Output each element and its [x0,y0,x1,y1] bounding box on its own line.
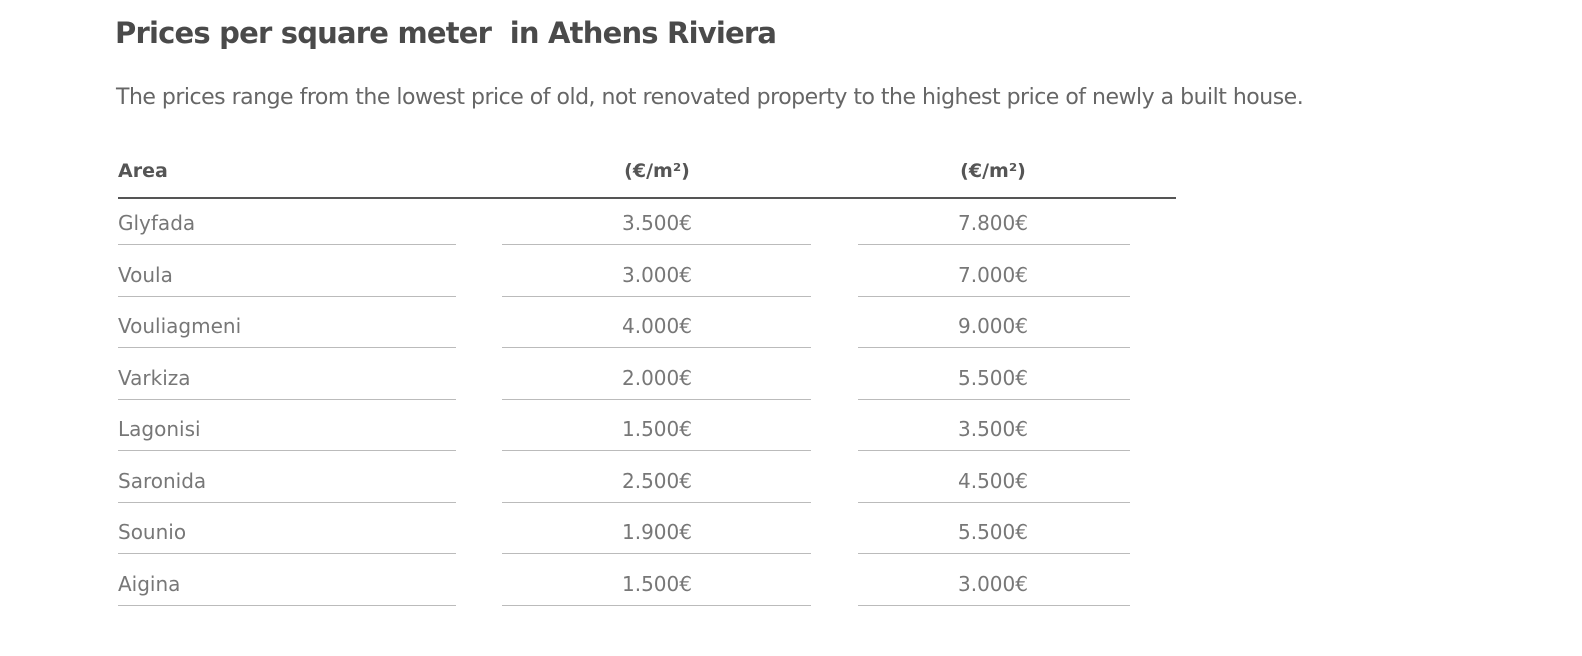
price-cell: 3.000€ [958,571,1028,596]
price-cell: 1.500€ [622,417,692,441]
price-cell: 3.500€ [958,417,1028,441]
price-cell: 2.000€ [622,365,692,390]
price-cell: 3.000€ [622,262,692,287]
area-cell: Glyfada [118,211,196,235]
page-subtitle: The prices range from the lowest price o… [116,85,1304,110]
row-rule [502,501,811,503]
row-rule [118,244,456,245]
row-rule [858,450,1130,451]
row-rule [858,347,1130,348]
row-rule [118,501,456,503]
price-cell: 3.500€ [622,211,692,235]
row-rule [502,295,811,297]
row-rule [502,450,811,451]
row-rule [118,553,456,554]
price-cell: 4.000€ [622,314,692,338]
area-cell: Varkiza [118,365,191,390]
row-rule [502,244,811,245]
header-rule [118,197,1176,199]
area-cell: Voula [118,262,173,287]
column-header: (€/m²) [960,160,1026,182]
row-rule [502,604,811,606]
row-rule [118,398,456,400]
row-rule [858,604,1130,606]
price-cell: 7.000€ [958,262,1028,287]
price-cell: 1.900€ [622,520,692,544]
price-cell: 5.500€ [958,365,1028,390]
row-rule [118,450,456,451]
row-rule [858,553,1130,554]
row-rule [858,501,1130,503]
column-header: (€/m²) [624,160,690,182]
row-rule [502,347,811,348]
price-cell: 1.500€ [622,571,692,596]
column-header: Area [118,160,168,182]
row-rule [858,295,1130,297]
price-cell: 5.500€ [958,520,1028,544]
row-rule [858,244,1130,245]
price-cell: 2.500€ [622,468,692,493]
area-cell: Sounio [118,520,187,544]
row-rule [858,398,1130,400]
row-rule [118,347,456,348]
row-rule [118,295,456,297]
row-rule [502,553,811,554]
price-cell: 9.000€ [958,314,1028,338]
area-cell: Vouliagmeni [118,314,242,338]
price-cell: 4.500€ [958,468,1028,493]
area-cell: Aigina [118,571,181,596]
area-cell: Lagonisi [118,417,201,441]
row-rule [118,604,456,606]
price-cell: 7.800€ [958,211,1028,235]
area-cell: Saronida [118,468,207,493]
page-title: Prices per square meter in Athens Rivier… [115,16,777,50]
row-rule [502,398,811,400]
